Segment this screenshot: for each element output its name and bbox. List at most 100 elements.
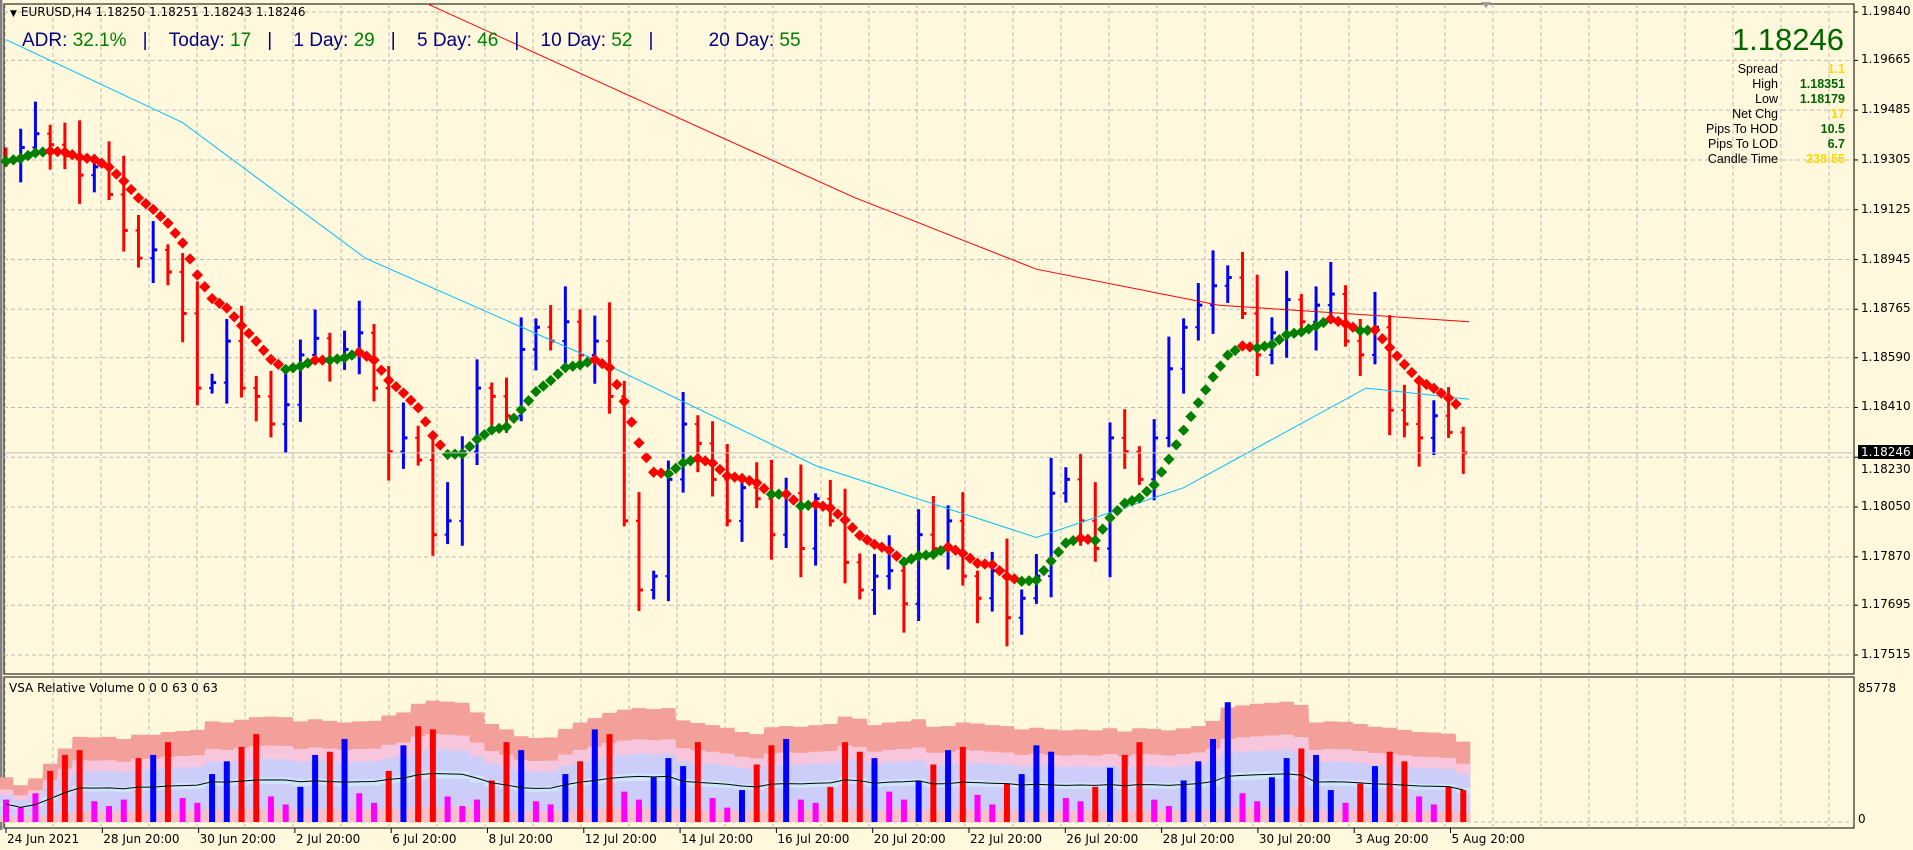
- trend-diamond: [331, 353, 343, 365]
- 5day-label: 5 Day:: [416, 30, 472, 51]
- trend-diamond: [199, 281, 211, 293]
- 5day-value: 46: [477, 30, 499, 51]
- ohlc-bar: [886, 535, 894, 590]
- trend-diamond: [993, 565, 1006, 577]
- time-axis-label: 3 Aug 20:00: [1355, 832, 1429, 846]
- trend-diamond: [780, 488, 792, 500]
- separator: |: [267, 30, 273, 51]
- trend-diamond: [603, 362, 616, 374]
- volume-bar: [1416, 796, 1423, 822]
- 10day-value: 52: [611, 30, 633, 51]
- trend-diamond: [1096, 523, 1109, 535]
- symbol-header[interactable]: ▼ EURUSD,H4 1.18250 1.18251 1.18243 1.182…: [10, 5, 306, 19]
- ohlc-bar: [739, 475, 746, 542]
- moving-average-red: [426, 3, 1470, 323]
- trend-diamond: [1428, 382, 1440, 394]
- trend-diamond: [434, 439, 446, 451]
- time-axis-label: 12 Jul 20:00: [584, 832, 657, 846]
- trend-diamond: [912, 550, 925, 562]
- volume-average-line: [5, 772, 1464, 808]
- trend-diamond: [456, 448, 468, 460]
- volume-bar: [312, 754, 319, 822]
- price-axis-label: 1.19485: [1861, 102, 1911, 117]
- adr-label: ADR:: [22, 30, 68, 51]
- volume-bar: [385, 770, 392, 822]
- info-label: High: [1752, 77, 1778, 91]
- volume-bar: [459, 806, 466, 822]
- volume-bar: [3, 799, 9, 822]
- 1day-value: 29: [353, 30, 375, 51]
- volume-bar: [1062, 798, 1069, 822]
- ohlc-bar: [959, 492, 967, 586]
- today-value: 17: [230, 30, 252, 51]
- trend-diamond: [1192, 397, 1204, 409]
- volume-bar: [91, 801, 98, 822]
- volume-bar: [1313, 754, 1320, 822]
- ohlc-bar: [974, 570, 982, 624]
- trend-diamond: [221, 302, 233, 314]
- volume-bar: [444, 796, 451, 822]
- volume-bar: [797, 799, 804, 822]
- volume-bar: [518, 750, 525, 822]
- ohlc-bar: [665, 460, 673, 602]
- ohlc-bar: [562, 286, 570, 366]
- trend-diamond: [1030, 574, 1043, 586]
- ohlc-bar: [223, 318, 231, 404]
- info-label: Spread: [1737, 62, 1778, 76]
- volume-bar: [1092, 786, 1099, 822]
- trend-diamond: [1222, 349, 1234, 361]
- trend-diamond: [714, 463, 726, 476]
- info-value: 238:55: [1806, 152, 1845, 166]
- volume-bar: [223, 761, 230, 822]
- time-axis-label: 24 Jun 2021: [7, 832, 80, 846]
- trend-diamond: [765, 488, 778, 500]
- volume-bar: [474, 799, 481, 822]
- trend-diamond: [1177, 424, 1190, 436]
- 10day-label: 10 Day:: [540, 30, 607, 51]
- ohlc-bar: [518, 317, 526, 422]
- time-axis-label: 20 Jul 20:00: [873, 832, 946, 846]
- trend-diamond: [228, 311, 240, 323]
- info-label: Candle Time: [1707, 152, 1778, 166]
- current-price-label: 1.18246: [1858, 444, 1913, 459]
- trend-diamond: [706, 457, 719, 469]
- trend-diamond: [787, 494, 800, 506]
- trend-diamond: [567, 360, 579, 372]
- volume-axis-label: 85778: [1858, 681, 1897, 695]
- dropdown-triangle-icon[interactable]: ▼: [10, 9, 17, 19]
- main-pane-frame: [3, 3, 1855, 675]
- volume-bar: [591, 729, 598, 822]
- trend-diamond: [1104, 512, 1116, 524]
- trend-diamond: [662, 468, 675, 480]
- trend-diamond: [486, 424, 498, 436]
- ohlc-bar: [871, 554, 879, 615]
- ohlc-bar: [606, 302, 614, 414]
- moving-average-cyan: [5, 39, 1470, 539]
- volume-bar: [47, 770, 54, 822]
- trend-diamond: [758, 482, 770, 495]
- ohlc-bar: [1018, 589, 1026, 635]
- trend-diamond: [368, 354, 380, 366]
- trend-diamond: [1450, 398, 1462, 410]
- time-axis-label: 16 Jul 20:00: [777, 832, 850, 846]
- volume-bar: [17, 807, 24, 822]
- ohlc-bar: [1342, 285, 1350, 347]
- trend-diamond: [1023, 575, 1035, 587]
- trend-diamond: [1288, 327, 1300, 339]
- trend-diamond: [515, 404, 527, 416]
- trend-diamond: [854, 529, 866, 542]
- trend-diamond: [1141, 485, 1153, 498]
- volume-bar: [1180, 780, 1187, 822]
- trend-diamond: [1384, 341, 1396, 354]
- trend-diamond: [287, 362, 299, 374]
- trend-diamond: [191, 269, 204, 281]
- price-axis-label: 1.17870: [1861, 548, 1911, 563]
- info-value: 1.18351: [1799, 77, 1845, 91]
- 20day-label: 20 Day:: [708, 30, 775, 51]
- volume-bar: [1224, 702, 1231, 822]
- trend-diamond: [802, 499, 814, 511]
- volume-bar: [194, 802, 201, 822]
- current-price-big: 1.18246: [1731, 22, 1844, 57]
- trend-diamond: [971, 557, 984, 569]
